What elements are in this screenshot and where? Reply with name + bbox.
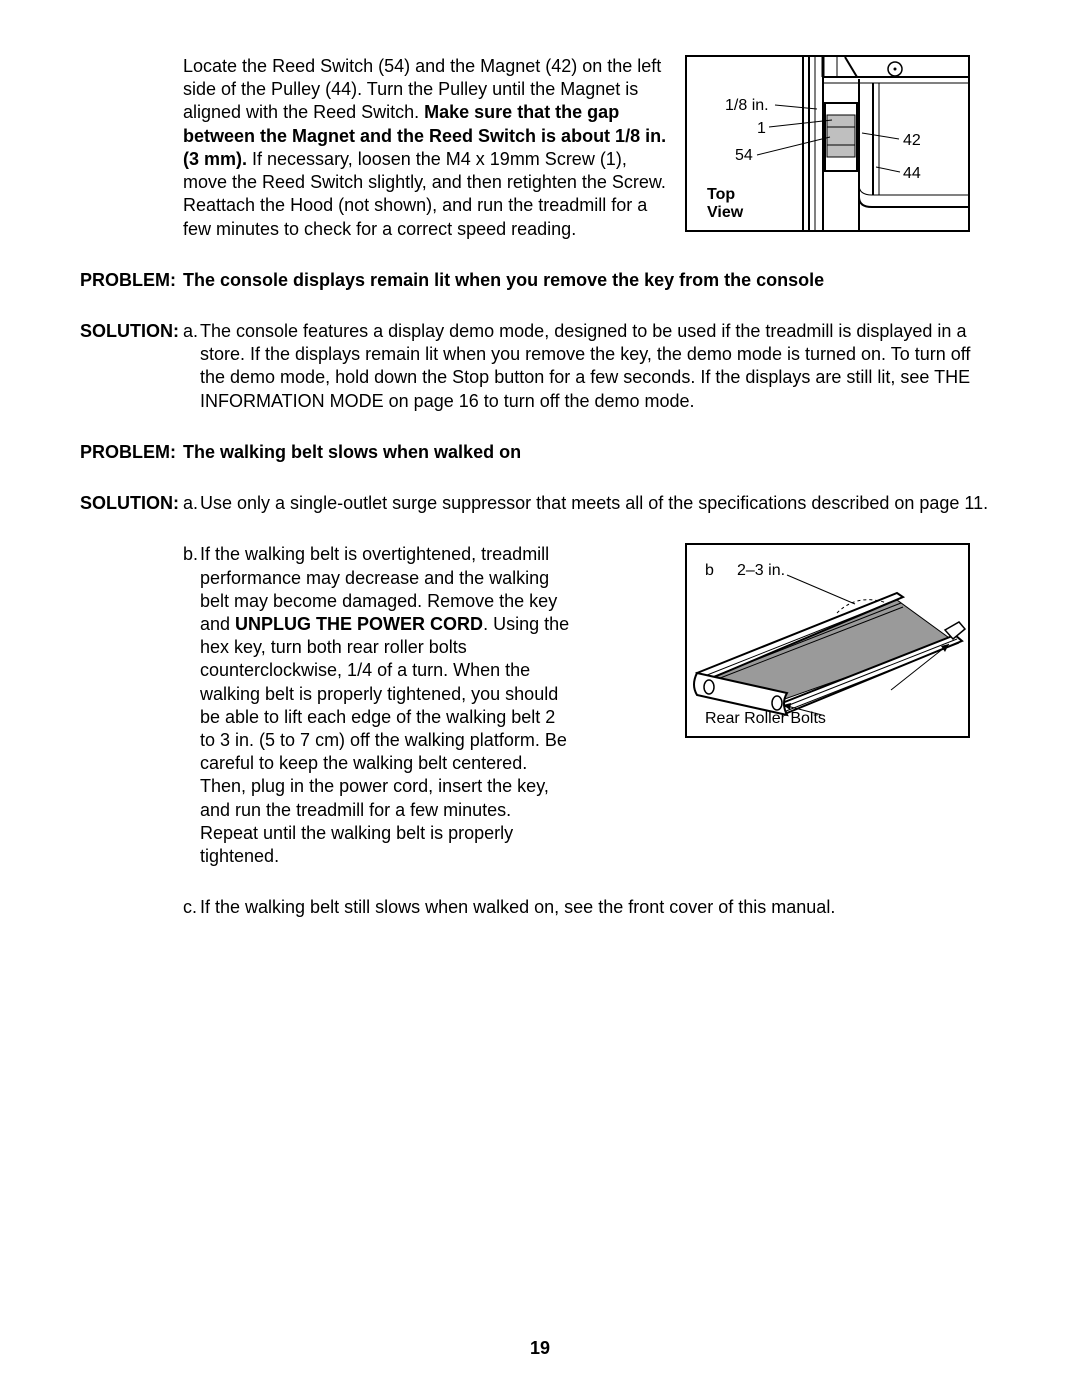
problem-1-label: PROBLEM: <box>80 269 183 292</box>
solution-2a-content: a.Use only a single-outlet surge suppres… <box>183 492 998 515</box>
solution-1: SOLUTION:a.The console features a displa… <box>80 320 1000 413</box>
reed-switch-row: Locate the Reed Switch (54) and the Magn… <box>80 55 1000 241</box>
solution-2b-block: b.If the walking belt is overtightened, … <box>183 543 673 868</box>
manual-page: Locate the Reed Switch (54) and the Magn… <box>0 0 1080 1397</box>
svg-text:1/8 in.: 1/8 in. <box>725 97 769 114</box>
svg-text:2–3 in.: 2–3 in. <box>737 562 785 579</box>
solution-2c-content: c.If the walking belt still slows when w… <box>183 896 998 919</box>
solution-1-label: SOLUTION: <box>80 320 183 343</box>
svg-text:b: b <box>705 562 714 579</box>
solution-1-a-letter: a. <box>183 320 200 343</box>
problem-2-text: The walking belt slows when walked on <box>183 441 998 464</box>
page-number: 19 <box>0 1338 1080 1359</box>
solution-2c-letter: c. <box>183 896 200 919</box>
solution-2a-letter: a. <box>183 492 200 515</box>
solution-1-a-text: The console features a display demo mode… <box>200 320 998 413</box>
svg-text:44: 44 <box>903 165 921 182</box>
solution-2c-text: If the walking belt still slows when wal… <box>200 896 998 919</box>
svg-text:Top: Top <box>707 186 735 203</box>
figure-top-view: 1/8 in. 1 54 42 44 Top View <box>685 55 970 232</box>
rs-text-after: If necessary, loosen the M4 x 19mm Screw… <box>183 149 666 239</box>
solution-2c: c.If the walking belt still slows when w… <box>80 896 1000 919</box>
svg-text:42: 42 <box>903 132 921 149</box>
reed-switch-text: Locate the Reed Switch (54) and the Magn… <box>183 55 673 241</box>
problem-1: PROBLEM:The console displays remain lit … <box>80 269 1000 292</box>
problem-2: PROBLEM:The walking belt slows when walk… <box>80 441 1000 464</box>
svg-text:1: 1 <box>757 120 766 137</box>
solution-2b-row: b.If the walking belt is overtightened, … <box>80 543 1000 868</box>
solution-1-content: a.The console features a display demo mo… <box>183 320 998 413</box>
solution-2b-body: If the walking belt is overtightened, tr… <box>200 543 570 868</box>
solution-2b-bold: UNPLUG THE POWER CORD <box>235 614 483 634</box>
svg-text:Rear Roller Bolts: Rear Roller Bolts <box>705 710 826 727</box>
solution-2-label: SOLUTION: <box>80 492 183 515</box>
solution-2b-after: . Using the hex key, turn both rear roll… <box>200 614 569 866</box>
problem-2-label: PROBLEM: <box>80 441 183 464</box>
solution-2b-letter: b. <box>183 543 200 566</box>
svg-text:54: 54 <box>735 147 753 164</box>
figure-rear-roller: b 2–3 in. Rear Roller Bolts <box>685 543 970 738</box>
svg-text:View: View <box>707 204 744 221</box>
solution-2a-text: Use only a single-outlet surge suppresso… <box>200 492 998 515</box>
problem-1-text: The console displays remain lit when you… <box>183 269 998 292</box>
solution-2a: SOLUTION:a.Use only a single-outlet surg… <box>80 492 1000 515</box>
